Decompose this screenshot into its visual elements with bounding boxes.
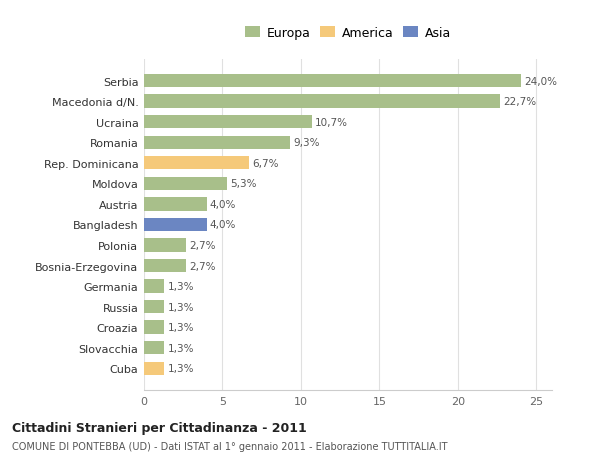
Text: 4,0%: 4,0%: [210, 199, 236, 209]
Bar: [144, 177, 227, 190]
Bar: [144, 198, 207, 211]
Text: 1,3%: 1,3%: [167, 302, 194, 312]
Bar: [144, 95, 500, 108]
Bar: [144, 75, 521, 88]
Bar: [144, 321, 164, 334]
Text: 24,0%: 24,0%: [524, 76, 557, 86]
Legend: Europa, America, Asia: Europa, America, Asia: [241, 23, 455, 44]
Text: 5,3%: 5,3%: [230, 179, 257, 189]
Text: 4,0%: 4,0%: [210, 220, 236, 230]
Bar: [144, 259, 187, 273]
Bar: [144, 362, 164, 375]
Bar: [144, 157, 249, 170]
Text: Cittadini Stranieri per Cittadinanza - 2011: Cittadini Stranieri per Cittadinanza - 2…: [12, 421, 307, 434]
Text: 2,7%: 2,7%: [190, 261, 216, 271]
Bar: [144, 136, 290, 150]
Bar: [144, 341, 164, 355]
Text: 1,3%: 1,3%: [167, 281, 194, 291]
Text: 2,7%: 2,7%: [190, 241, 216, 251]
Bar: [144, 280, 164, 293]
Bar: [144, 300, 164, 313]
Text: 6,7%: 6,7%: [252, 158, 279, 168]
Text: 1,3%: 1,3%: [167, 323, 194, 332]
Text: 1,3%: 1,3%: [167, 343, 194, 353]
Text: 10,7%: 10,7%: [315, 118, 348, 127]
Text: 9,3%: 9,3%: [293, 138, 320, 148]
Bar: [144, 218, 207, 232]
Bar: [144, 239, 187, 252]
Bar: [144, 116, 312, 129]
Text: 22,7%: 22,7%: [503, 97, 536, 107]
Text: COMUNE DI PONTEBBA (UD) - Dati ISTAT al 1° gennaio 2011 - Elaborazione TUTTITALI: COMUNE DI PONTEBBA (UD) - Dati ISTAT al …: [12, 441, 448, 451]
Text: 1,3%: 1,3%: [167, 364, 194, 374]
